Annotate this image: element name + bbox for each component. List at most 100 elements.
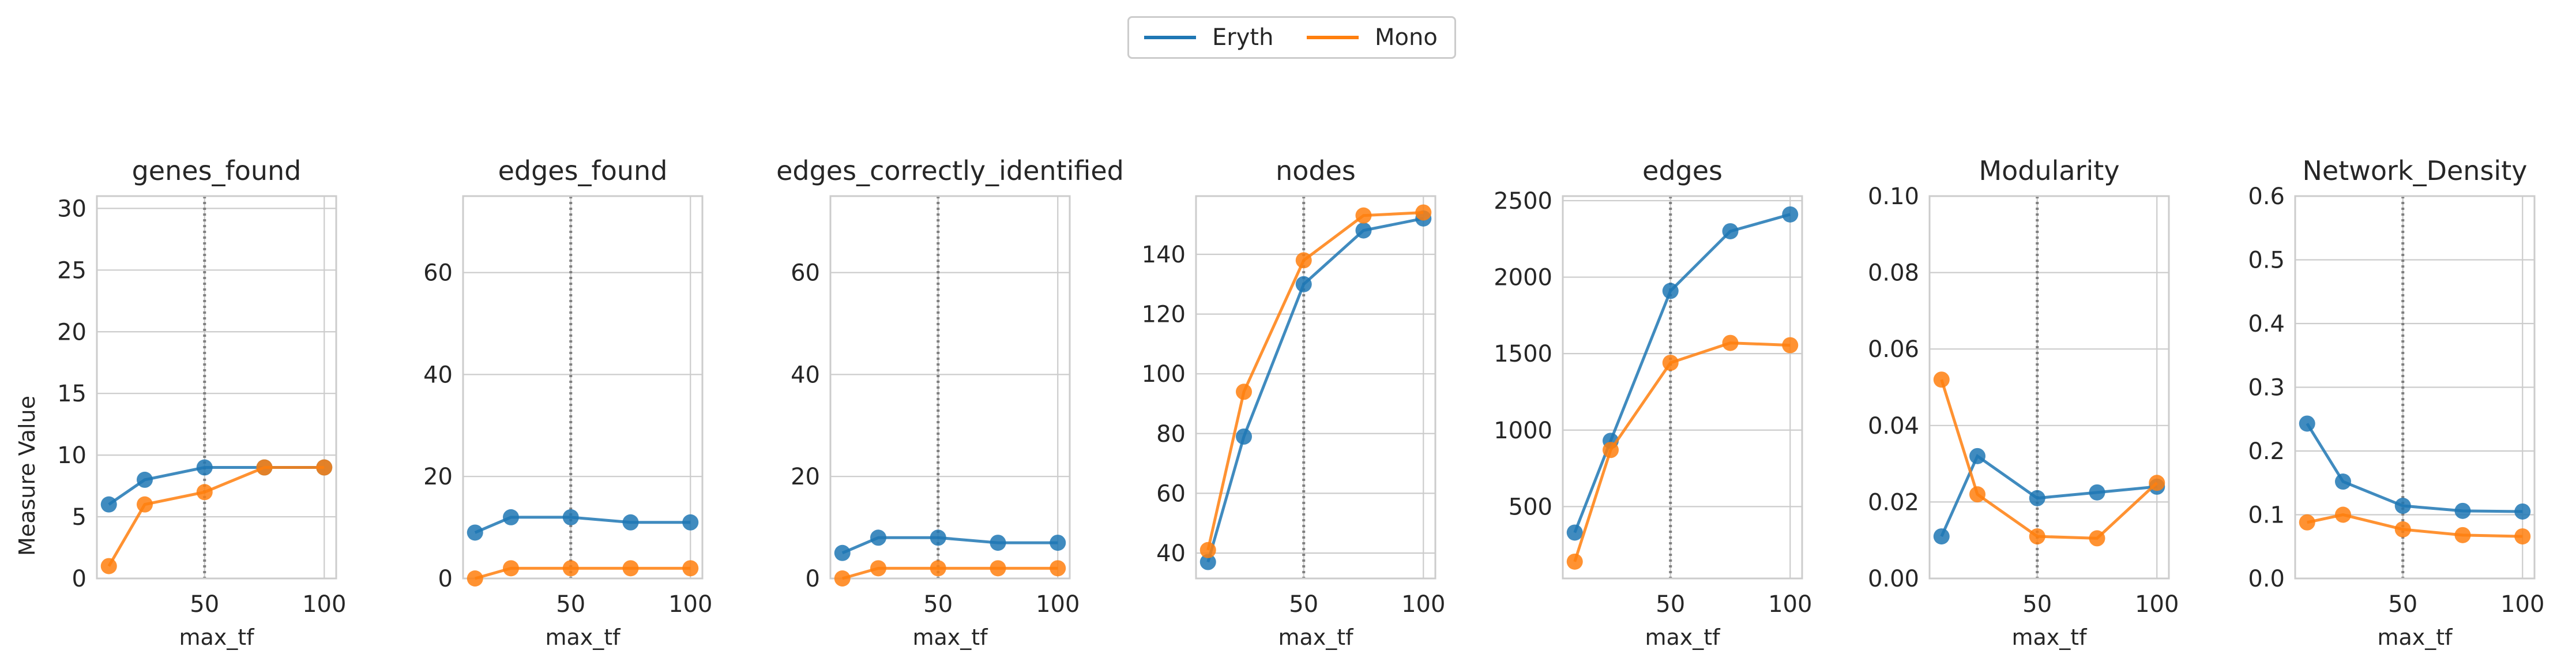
x-axis-label: max_tf: [2011, 625, 2088, 650]
subplot-title: nodes: [1276, 155, 1356, 186]
y-tick-label: 40: [791, 362, 820, 388]
y-tick-label: 15: [57, 381, 87, 407]
legend: Eryth Mono: [1127, 16, 1456, 59]
data-point-mono: [834, 570, 851, 587]
data-point-mono: [467, 570, 483, 587]
subplot-title: genes_found: [132, 155, 302, 186]
subplot-network-density: 0.0 0.1 0.2 0.3 0.4 0.5 0.6 50 100 max_tf Network_…: [2248, 155, 2544, 650]
data-point-eryth: [503, 509, 519, 525]
x-tick-label: 50: [923, 591, 953, 618]
data-point-mono: [562, 560, 579, 577]
data-point-eryth: [834, 544, 851, 561]
data-point-eryth: [2089, 484, 2105, 501]
y-tick-label: 30: [57, 196, 87, 222]
data-point-mono: [2089, 530, 2105, 547]
data-point-eryth: [137, 471, 153, 488]
subplot-title: edges_found: [498, 155, 668, 186]
x-axis-label: max_tf: [912, 625, 988, 650]
y-tick-label: 0: [806, 566, 820, 592]
plot-frame: [96, 195, 337, 580]
data-point-mono: [2394, 521, 2411, 538]
y-tick-label: 140: [1142, 242, 1186, 268]
data-point-mono: [1199, 542, 1216, 558]
data-point-mono: [137, 496, 153, 513]
x-tick-label: 50: [1656, 591, 1685, 618]
data-point-mono: [196, 484, 213, 501]
data-point-mono: [1933, 371, 1950, 388]
y-tick-label: 20: [57, 319, 87, 345]
y-tick-label: 40: [423, 362, 453, 388]
data-point-mono: [1295, 252, 1312, 269]
series-line-eryth: [2306, 423, 2523, 513]
data-point-eryth: [2454, 502, 2471, 519]
x-tick-label: 50: [190, 591, 219, 618]
x-axis-label: max_tf: [1278, 625, 1354, 650]
x-tick-label: 100: [1036, 591, 1080, 618]
y-tick-label: 0.0: [2248, 566, 2285, 592]
y-tick-label: 120: [1142, 302, 1186, 328]
x-axis-label: max_tf: [1645, 625, 1721, 650]
y-tick-label: 0: [72, 566, 87, 592]
subplot-modularity: 0.00 0.02 0.04 0.06 0.08 0.10 50 100 max_tf Modul…: [1868, 155, 2179, 650]
data-point-mono: [2029, 528, 2045, 545]
subplot-title: edges_correctly_identified: [776, 155, 1124, 186]
y-tick-label: 0: [438, 566, 453, 592]
x-tick-label: 100: [302, 591, 346, 618]
legend-label: Eryth: [1212, 24, 1274, 51]
data-point-eryth: [682, 514, 699, 531]
data-point-mono: [503, 560, 519, 577]
y-tick-label: 0.00: [1868, 566, 1919, 592]
data-point-mono: [1603, 442, 1619, 458]
data-point-mono: [2454, 527, 2471, 543]
x-tick-label: 100: [1401, 591, 1445, 618]
data-point-mono: [1566, 553, 1583, 570]
data-point-eryth: [1933, 528, 1950, 545]
x-tick-label: 50: [1289, 591, 1318, 618]
data-point-eryth: [1199, 554, 1216, 570]
y-tick-label: 100: [1142, 361, 1186, 388]
data-point-mono: [1355, 207, 1372, 224]
data-point-mono: [100, 558, 117, 574]
y-tick-label: 20: [423, 464, 453, 490]
y-tick-label: 0.5: [2248, 247, 2285, 274]
subplot-title: edges: [1642, 155, 1723, 186]
subplot-edges-found: 0 20 40 60 50 100 max_tf edges_found: [423, 155, 712, 650]
data-point-eryth: [1566, 524, 1583, 541]
legend-label: Mono: [1375, 24, 1438, 51]
data-point-eryth: [2394, 498, 2411, 514]
y-tick-label: 0.10: [1868, 183, 1919, 210]
legend-item-eryth: Eryth: [1144, 18, 1273, 57]
data-point-eryth: [1295, 276, 1312, 292]
x-tick-label: 100: [2135, 591, 2179, 618]
x-axis-label: max_tf: [179, 625, 255, 650]
data-point-eryth: [562, 509, 579, 525]
subplot-title: Network_Density: [2303, 155, 2528, 186]
data-point-eryth: [196, 459, 213, 476]
x-tick-label: 100: [2500, 591, 2544, 618]
y-tick-label: 80: [1156, 421, 1186, 448]
y-tick-label: 25: [57, 257, 87, 284]
x-axis-label: max_tf: [545, 625, 621, 650]
data-point-eryth: [2514, 503, 2531, 520]
data-point-mono: [1050, 560, 1066, 577]
data-point-eryth: [1236, 428, 1252, 445]
x-tick-label: 50: [2022, 591, 2052, 618]
legend-line-icon: [1144, 36, 1196, 39]
data-point-eryth: [2335, 473, 2351, 490]
data-point-eryth: [990, 535, 1006, 551]
data-point-mono: [622, 560, 639, 577]
figure-ylabel: Measure Value: [14, 396, 40, 556]
data-point-eryth: [1662, 283, 1679, 299]
plot-frame: [2294, 195, 2536, 580]
data-point-mono: [2299, 514, 2315, 531]
series-line-mono: [1206, 211, 1424, 551]
y-tick-label: 2500: [1494, 188, 1552, 215]
data-point-eryth: [1782, 206, 1799, 223]
x-tick-label: 50: [556, 591, 585, 618]
plot-frame: [1928, 195, 2170, 580]
data-point-mono: [870, 560, 886, 577]
plot-frame: [462, 195, 704, 580]
data-point-mono: [1662, 355, 1679, 371]
subplot-genes-found: 0 5 10 15 20 25 30 50 100 max_tf genes_found: [57, 155, 346, 650]
data-point-mono: [2149, 475, 2165, 491]
